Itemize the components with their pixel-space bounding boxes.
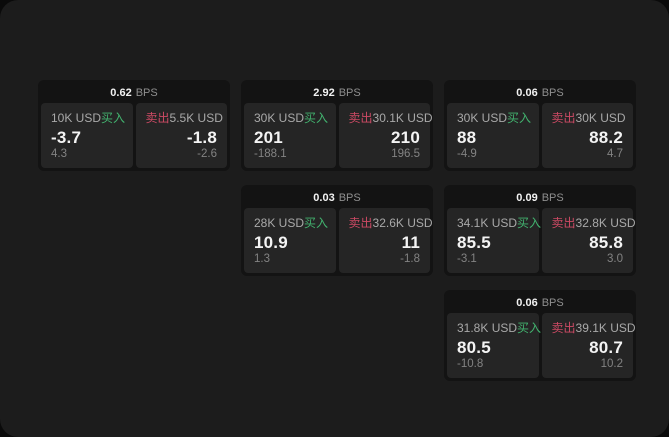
quote-panels: 31.8K USD 买入 80.5 -10.8 卖出 39.1K USD 80.… [447,313,636,378]
bps-value: 0.06 [516,87,538,99]
quote-panels: 28K USD 买入 10.9 1.3 卖出 32.6K USD 11 -1.8 [244,208,433,273]
sell-side-label: 卖出 [551,111,576,125]
buy-delta: -10.8 [457,358,484,370]
buy-side-label: 买入 [517,321,542,335]
sell-price: 11 [401,233,420,252]
buy-side-label: 买入 [304,216,329,230]
bps-unit-label: BPS [541,297,564,309]
quote-card-5: 0.09 BPS 34.1K USD 买入 85.5 -3.1 卖出 32.8K… [444,185,636,276]
quote-card-1: 0.62 BPS 10K USD 买入 -3.7 4.3 卖出 5.5K USD [38,80,230,171]
sell-amount: 5.5K USD [169,111,223,125]
quote-panels: 34.1K USD 买入 85.5 -3.1 卖出 32.8K USD 85.8… [447,208,636,273]
buy-panel[interactable]: 31.8K USD 买入 80.5 -10.8 [447,313,542,378]
buy-side-label: 买入 [517,216,542,230]
quote-card-2: 2.92 BPS 30K USD 买入 201 -188.1 卖出 30.1K … [241,80,433,171]
sell-amount: 32.8K USD [575,216,636,230]
bps-header: 0.06 BPS [447,83,633,103]
buy-panel[interactable]: 30K USD 买入 88 -4.9 [447,103,539,168]
sell-amount: 30.1K USD [372,111,433,125]
quote-card-4: 0.03 BPS 28K USD 买入 10.9 1.3 卖出 32.6K US… [241,185,433,276]
buy-price: -3.7 [51,128,82,147]
quote-card-3: 0.06 BPS 30K USD 买入 88 -4.9 卖出 30K USD [444,80,636,171]
sell-price: 85.8 [589,233,623,252]
bps-header: 0.62 BPS [41,83,227,103]
buy-side-label: 买入 [507,111,532,125]
sell-panel[interactable]: 卖出 30.1K USD 210 196.5 [338,103,433,168]
bps-header: 0.09 BPS [447,188,633,208]
sell-panel[interactable]: 卖出 32.6K USD 11 -1.8 [338,208,433,273]
bps-unit-label: BPS [541,87,564,99]
quote-card-6: 0.06 BPS 31.8K USD 买入 80.5 -10.8 卖出 39.1… [444,290,636,381]
bps-value: 2.92 [313,87,335,99]
sell-side-label: 卖出 [145,111,170,125]
sell-delta: 10.2 [600,358,623,370]
sell-side-label: 卖出 [348,111,373,125]
sell-panel[interactable]: 卖出 5.5K USD -1.8 -2.6 [135,103,227,168]
quote-panels: 10K USD 买入 -3.7 4.3 卖出 5.5K USD -1.8 -2.… [41,103,227,168]
buy-amount: 30K USD [457,111,508,125]
buy-amount: 31.8K USD [457,321,518,335]
sell-side-label: 卖出 [551,216,576,230]
quote-panels: 30K USD 买入 201 -188.1 卖出 30.1K USD 210 1… [244,103,433,168]
bps-value: 0.62 [110,87,132,99]
bps-value: 0.09 [516,192,538,204]
bps-header: 0.03 BPS [244,188,430,208]
bps-value: 0.06 [516,297,538,309]
buy-panel[interactable]: 30K USD 买入 201 -188.1 [244,103,336,168]
buy-panel[interactable]: 10K USD 买入 -3.7 4.3 [41,103,133,168]
buy-price: 10.9 [254,233,288,252]
buy-delta: -4.9 [457,148,477,160]
buy-price: 80.5 [457,338,491,357]
quote-panels: 30K USD 买入 88 -4.9 卖出 30K USD 88.2 4.7 [447,103,633,168]
buy-side-label: 买入 [101,111,126,125]
buy-delta: 1.3 [254,253,270,265]
sell-delta: 4.7 [607,148,623,160]
quote-cards-grid: 0.62 BPS 10K USD 买入 -3.7 4.3 卖出 5.5K USD [38,80,636,381]
buy-delta: -3.1 [457,253,477,265]
buy-side-label: 买入 [304,111,329,125]
sell-panel[interactable]: 卖出 32.8K USD 85.8 3.0 [541,208,636,273]
sell-amount: 39.1K USD [575,321,636,335]
sell-delta: 3.0 [607,253,623,265]
sell-amount: 30K USD [575,111,626,125]
buy-panel[interactable]: 28K USD 买入 10.9 1.3 [244,208,336,273]
sell-side-label: 卖出 [348,216,373,230]
buy-price: 85.5 [457,233,491,252]
buy-amount: 30K USD [254,111,305,125]
bps-unit-label: BPS [135,87,158,99]
buy-price: 88 [457,128,477,147]
sell-price: 210 [391,128,420,147]
bps-header: 2.92 BPS [244,83,430,103]
buy-amount: 28K USD [254,216,305,230]
sell-price: 88.2 [589,128,623,147]
sell-delta: 196.5 [391,148,420,160]
sell-price: 80.7 [589,338,623,357]
buy-price: 201 [254,128,283,147]
buy-delta: 4.3 [51,148,67,160]
bps-header: 0.06 BPS [447,293,633,313]
bps-unit-label: BPS [541,192,564,204]
bps-unit-label: BPS [338,192,361,204]
sell-delta: -1.8 [400,253,420,265]
sell-side-label: 卖出 [551,321,576,335]
buy-amount: 34.1K USD [457,216,518,230]
bps-unit-label: BPS [338,87,361,99]
sell-amount: 32.6K USD [372,216,433,230]
bps-value: 0.03 [313,192,335,204]
buy-amount: 10K USD [51,111,102,125]
sell-panel[interactable]: 卖出 30K USD 88.2 4.7 [541,103,633,168]
buy-panel[interactable]: 34.1K USD 买入 85.5 -3.1 [447,208,542,273]
sell-panel[interactable]: 卖出 39.1K USD 80.7 10.2 [541,313,636,378]
buy-delta: -188.1 [254,148,287,160]
sell-price: -1.8 [186,128,217,147]
sell-delta: -2.6 [197,148,217,160]
